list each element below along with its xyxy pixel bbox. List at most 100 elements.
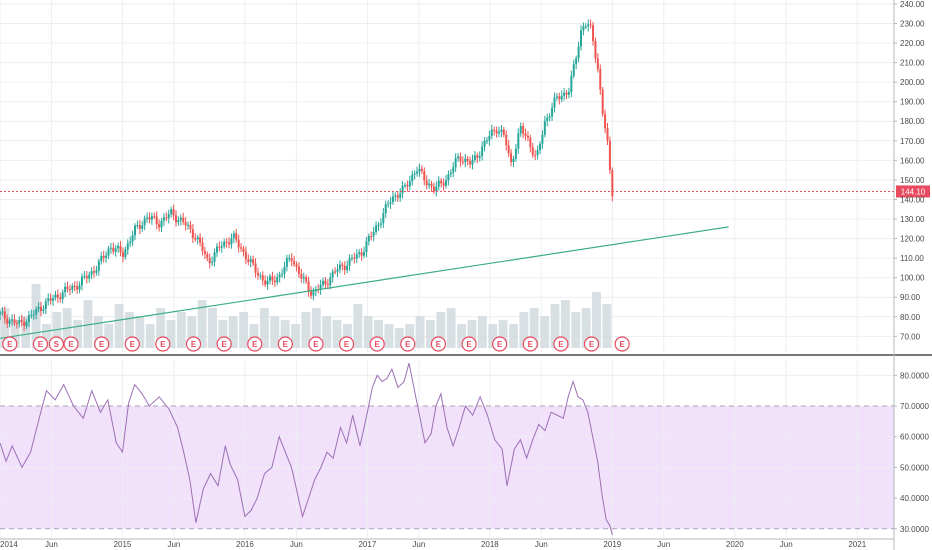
candle-body [394,195,397,197]
candle-body [254,263,257,273]
earnings-marker[interactable] [400,336,416,352]
candle-body [599,69,602,90]
price-tick-label: 240.00 [900,0,925,9]
rsi-line [0,362,613,536]
volume-bar [93,316,103,348]
candle-body [529,137,532,148]
candle-body [355,254,358,259]
candle-body [329,277,332,286]
candle-body [536,150,539,156]
candle-body [457,156,460,159]
candle-body [447,174,450,181]
earnings-marker[interactable] [614,336,630,352]
candle-body [32,314,35,316]
earnings-marker[interactable] [277,336,293,352]
earnings-marker-label: E [497,340,503,349]
candle-body [519,126,522,134]
candle-body [167,214,170,219]
earnings-marker[interactable] [48,336,64,352]
candle-body [56,294,59,298]
earnings-marker[interactable] [216,336,232,352]
candle-body [83,276,86,278]
candle-body [500,129,503,132]
candle-body [244,251,247,260]
earnings-marker[interactable] [308,336,324,352]
candle-body [117,245,120,249]
time-tick-label: 2021 [848,540,866,549]
volume-bar [166,320,176,348]
candle-body [88,274,91,279]
earnings-marker[interactable] [185,336,202,352]
volume-bar [477,316,487,348]
candle-body [582,26,585,31]
earnings-marker[interactable] [32,336,49,352]
candle-body [481,146,484,157]
earnings-marker-label: E [191,340,197,349]
candle-body [288,258,291,260]
candle-body [47,298,50,302]
candle-body [170,209,173,215]
volume-bar [353,304,363,348]
candle-body [353,257,356,259]
volume-bar [239,312,249,348]
candle-body [191,229,194,238]
volume-bar [592,292,601,348]
earnings-marker[interactable] [247,336,263,352]
price-tick-label: 80.00 [900,313,921,322]
candle-body [444,180,447,186]
candle-body [155,216,158,225]
time-tick-label: 2014 [0,540,18,549]
candle-body [158,224,161,228]
earnings-marker[interactable] [63,336,79,352]
earnings-marker[interactable] [430,336,447,352]
earnings-marker[interactable] [155,336,171,352]
candle-body [143,218,146,226]
candle-body [297,266,300,274]
volume-bar [301,312,311,348]
candle-body [558,96,561,100]
volume-bars [0,284,612,348]
candle-body [256,272,259,276]
earnings-marker[interactable] [492,336,508,352]
volume-bar [156,308,166,348]
earnings-marker[interactable] [2,336,18,352]
earnings-marker[interactable] [369,336,385,352]
candle-body [199,237,202,243]
candle-body [1,311,4,313]
volume-bar [529,308,539,348]
earnings-marker[interactable] [94,336,110,352]
candle-body [553,97,556,108]
candle-body [261,275,264,281]
earnings-marker-label: E [7,340,13,349]
candle-body [377,224,380,226]
candle-body [126,243,129,250]
candle-body [490,129,493,136]
price-tick-label: 120.00 [900,235,925,244]
earnings-marker[interactable] [124,336,140,352]
volume-bar [135,316,145,348]
volume-bar [405,324,415,348]
rsi-tick-label: 70.0000 [900,402,929,411]
candle-body [295,264,298,267]
volume-bar [467,320,477,348]
candle-body [387,203,390,205]
candle-body [367,236,370,242]
earnings-marker[interactable] [461,336,477,352]
candle-body [119,245,122,253]
candle-body [25,321,28,327]
earnings-marker[interactable] [583,336,600,352]
earnings-marker[interactable] [338,336,355,352]
earnings-marker[interactable] [553,336,569,352]
candle-body [563,92,566,96]
candle-body [592,25,595,42]
earnings-marker[interactable] [522,336,538,352]
candle-body [507,145,510,154]
candle-body [211,261,214,264]
volume-bar [208,308,217,348]
candle-body [555,96,558,98]
time-tick-label: Jun [535,540,548,549]
candle-body [389,202,392,204]
candle-body [541,134,544,144]
candle-body [587,24,590,27]
volume-bar [342,324,352,348]
